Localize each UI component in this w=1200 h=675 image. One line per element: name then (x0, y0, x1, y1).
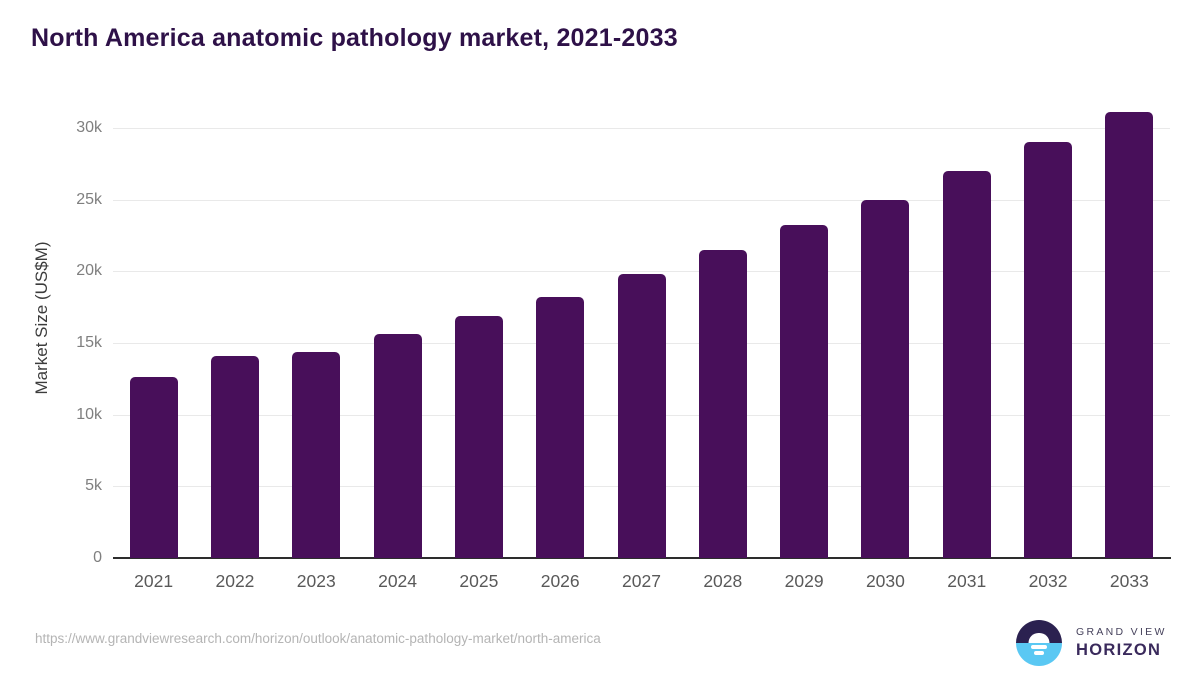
x-tick-label-2026: 2026 (540, 571, 580, 591)
y-tick-label: 20k (76, 262, 102, 280)
x-tick-label-2032: 2032 (1028, 571, 1068, 591)
bar-2025[interactable] (454, 316, 503, 558)
source-url: https://www.grandviewresearch.com/horizo… (35, 631, 601, 646)
gridline-30k (113, 128, 1170, 129)
x-tick-label-2030: 2030 (865, 571, 905, 591)
y-tick-label: 15k (76, 334, 102, 351)
bar-2031[interactable] (942, 171, 991, 558)
bar-2027[interactable] (617, 274, 666, 558)
bar-2032[interactable] (1024, 141, 1073, 558)
x-tick-label-2022: 2022 (215, 571, 255, 591)
x-tick-label-2024: 2024 (378, 571, 418, 591)
x-axis-line (113, 557, 1171, 559)
x-tick-label-2033: 2033 (1109, 571, 1149, 591)
sun-dome-shape (1028, 632, 1050, 643)
bar-2021[interactable] (129, 377, 178, 558)
bar-2024[interactable] (373, 334, 422, 558)
logo-text: GRAND VIEW HORIZON (1076, 626, 1167, 660)
reflection-dash (1031, 645, 1047, 649)
y-tick-label: 30k (76, 119, 102, 136)
x-tick-label-2028: 2028 (703, 571, 743, 591)
y-tick-label: 10k (76, 405, 102, 423)
grandview-horizon-logo: GRAND VIEW HORIZON (1016, 620, 1167, 666)
logo-brand-name: GRAND VIEW (1076, 626, 1167, 638)
y-tick-label: 5k (85, 477, 102, 495)
bar-2022[interactable] (210, 355, 259, 558)
bar-2028[interactable] (698, 249, 747, 558)
bar-2026[interactable] (536, 297, 585, 558)
x-tick-label-2027: 2027 (622, 571, 661, 591)
reflection-dash (1034, 651, 1044, 655)
x-tick-label-2023: 2023 (296, 571, 336, 591)
gridline-25k (113, 199, 1170, 201)
horizon-sunrise-icon (1016, 620, 1062, 666)
logo-product-name: HORIZON (1076, 641, 1162, 659)
bar-2029[interactable] (780, 224, 829, 558)
gridline-20k (113, 271, 1170, 273)
x-tick-label-2029: 2029 (784, 571, 824, 591)
y-tick-label: 25k (76, 190, 102, 208)
x-tick-label-2031: 2031 (947, 571, 987, 591)
x-tick-label-2021: 2021 (134, 571, 174, 591)
y-tick-label: 0 (93, 549, 102, 566)
bar-2030[interactable] (861, 199, 910, 558)
bar-2033[interactable] (1105, 111, 1154, 558)
bar-2023[interactable] (292, 352, 341, 558)
chart-title: North America anatomic pathology market,… (31, 24, 678, 52)
x-tick-label-2025: 2025 (459, 571, 499, 591)
